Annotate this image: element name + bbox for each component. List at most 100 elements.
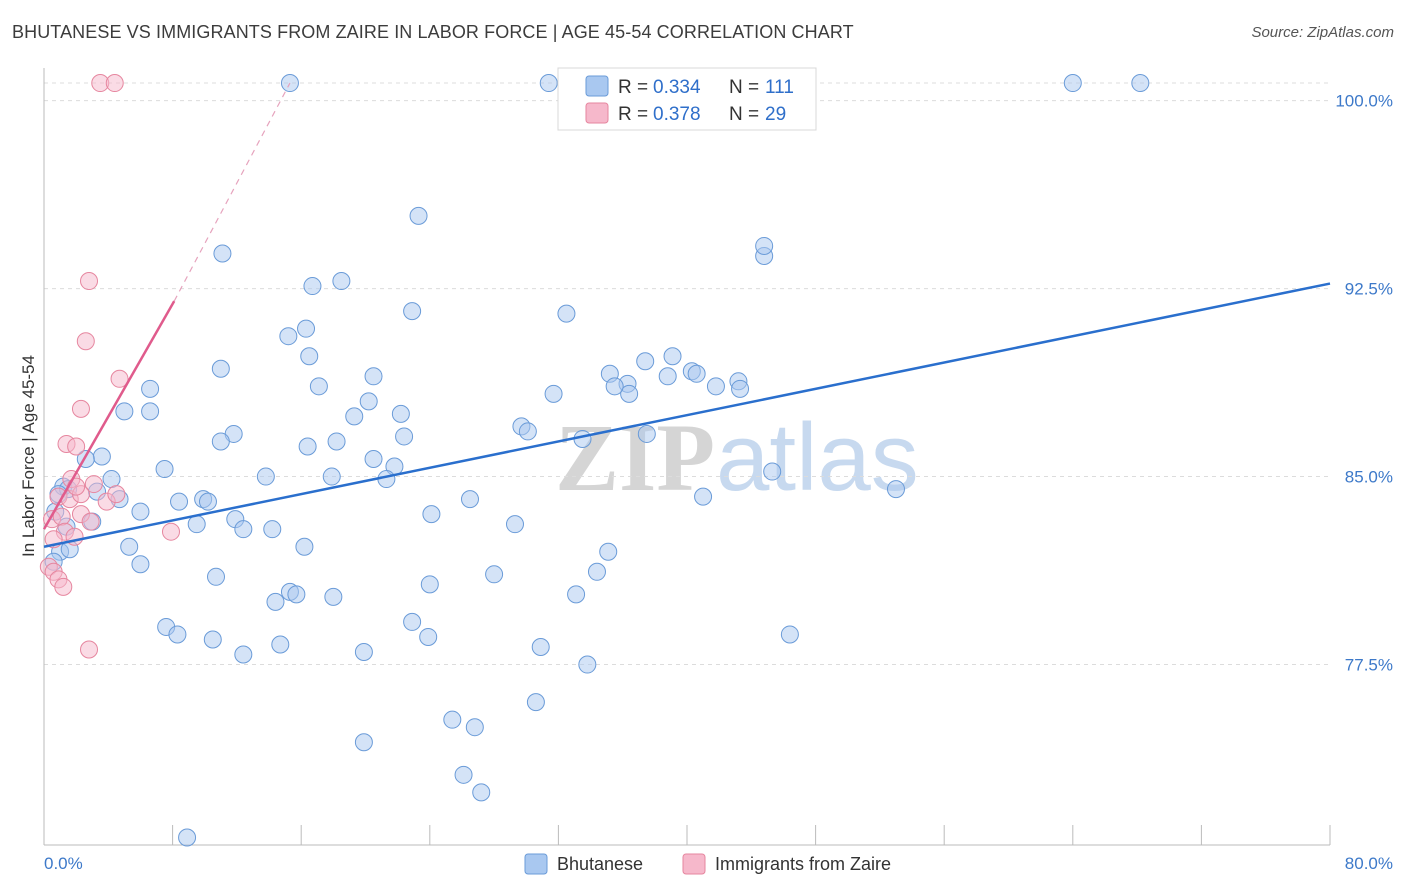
bhutanese-point-78: [420, 575, 439, 594]
zaire-point-27: [80, 640, 99, 659]
bhutanese-point-16: [364, 367, 383, 386]
stats-legend: R = 0.334 N = 111 R = 0.378 N = 29: [557, 67, 817, 131]
bhutanese-point-108: [886, 480, 905, 499]
bhutanese-point-8: [303, 277, 322, 296]
chart-title: BHUTANESE VS IMMIGRANTS FROM ZAIRE IN LA…: [12, 22, 854, 42]
bhutanese-point-100: [354, 733, 373, 752]
zaire-point-1: [105, 74, 124, 93]
bhutanese-point-17: [309, 377, 328, 396]
bhutanese-point-57: [256, 467, 275, 486]
legend-label-bhutanese: Bhutanese: [557, 854, 643, 874]
bhutanese-point-23: [663, 347, 682, 366]
zaire-point-2: [80, 272, 99, 291]
bhutanese-point-97: [780, 625, 799, 644]
bhutanese-point-27: [706, 377, 725, 396]
zaire-trendline: [42, 300, 176, 530]
bhutanese-point-86: [587, 562, 606, 581]
bhutanese-point-11: [557, 304, 576, 323]
bhutanese-point-69: [295, 537, 314, 556]
bhutanese-point-7: [755, 236, 774, 255]
bhutanese-point-40: [637, 424, 656, 443]
bhutanese-point-44: [327, 432, 346, 451]
bhutanese-point-3: [1131, 74, 1150, 93]
stats-legend-swatch-bhutanese: [585, 75, 609, 97]
bhutanese-point-95: [531, 637, 550, 656]
bhutanese-point-65: [187, 515, 206, 534]
bhutanese-point-79: [485, 565, 504, 584]
zaire-point-18: [81, 512, 100, 531]
stats-r-label-bhutanese: R =: [618, 77, 648, 98]
bhutanese-point-18: [636, 352, 655, 371]
bhutanese-trendline: [43, 282, 1331, 548]
bhutanese-point-68: [263, 520, 282, 539]
zaire-point-5: [71, 399, 90, 418]
legend-swatch-zaire: [682, 853, 706, 875]
bhutanese-point-2: [1063, 74, 1082, 93]
bhutanese-point-94: [419, 627, 438, 646]
zaire-point-15: [107, 485, 126, 504]
bhutanese-point-30: [141, 379, 160, 398]
bhutanese-point-92: [271, 635, 290, 654]
bhutanese-point-46: [364, 450, 383, 469]
zaire-point-9: [84, 475, 103, 494]
stats-n-label-bhutanese: N =: [729, 77, 759, 98]
y-axis-label: In Labor Force | Age 45-54: [19, 355, 38, 557]
bhutanese-point-56: [198, 492, 217, 511]
bhutanese-point-13: [279, 327, 298, 346]
zaire-point-26: [54, 577, 73, 596]
bhutanese-point-45: [298, 437, 317, 456]
bhutanese-point-102: [454, 765, 473, 784]
bhutanese-point-76: [131, 555, 150, 574]
bhutanese-point-25: [620, 384, 639, 403]
bhutanese-point-104: [178, 828, 197, 847]
bhutanese-point-99: [465, 718, 484, 737]
bhutanese-point-31: [115, 402, 134, 421]
stats-n-value-bhutanese: 111: [765, 77, 794, 98]
stats-r-value-bhutanese: 0.334: [653, 77, 701, 98]
bhutanese-point-81: [287, 585, 306, 604]
bhutanese-point-103: [472, 783, 491, 802]
zaire-point-4: [110, 369, 129, 388]
bhutanese-point-96: [578, 655, 597, 674]
x-tick-label-max: 80.0%: [1345, 854, 1393, 873]
bhutanese-point-70: [422, 505, 441, 524]
bhutanese-point-93: [354, 643, 373, 662]
bhutanese-point-29: [731, 379, 750, 398]
bhutanese-point-60: [460, 490, 479, 509]
bhutanese-point-89: [168, 625, 187, 644]
bhutanese-point-48: [92, 447, 111, 466]
zaire-points: [39, 74, 180, 659]
bhutanese-point-15: [211, 359, 230, 378]
bhutanese-point-75: [120, 537, 139, 556]
bhutanese-point-12: [297, 319, 316, 338]
bhutanese-point-43: [211, 432, 230, 451]
bhutanese-point-1: [539, 74, 558, 93]
legend-swatch-bhutanese: [524, 853, 548, 875]
bhutanese-point-10: [403, 302, 422, 321]
bhutanese-point-61: [694, 487, 713, 506]
bhutanese-point-35: [391, 404, 410, 423]
bhutanese-point-39: [395, 427, 414, 446]
bhutanese-point-71: [505, 515, 524, 534]
zaire-point-3: [76, 332, 95, 351]
watermark-atlas: atlas: [716, 404, 919, 511]
stats-r-label-zaire: R =: [618, 104, 648, 125]
bhutanese-point-106: [102, 470, 121, 489]
bhutanese-point-87: [599, 542, 618, 561]
bhutanese-point-83: [324, 587, 343, 606]
zaire-trendline-extension: [173, 82, 291, 302]
bhutanese-point-26: [605, 377, 624, 396]
bhutanese-point-101: [443, 710, 462, 729]
bhutanese-point-82: [266, 592, 285, 611]
chart-source: Source: ZipAtlas.com: [1251, 24, 1394, 41]
stats-legend-swatch-zaire: [585, 102, 609, 124]
bhutanese-point-37: [518, 422, 537, 441]
bhutanese-point-54: [170, 492, 189, 511]
bhutanese-point-85: [567, 585, 586, 604]
legend-label-zaire: Immigrants from Zaire: [715, 854, 891, 874]
bhutanese-point-38: [544, 384, 563, 403]
bhutanese-point-109: [155, 460, 174, 479]
y-tick-label-3: 100.0%: [1335, 92, 1393, 111]
bhutanese-point-98: [526, 693, 545, 712]
